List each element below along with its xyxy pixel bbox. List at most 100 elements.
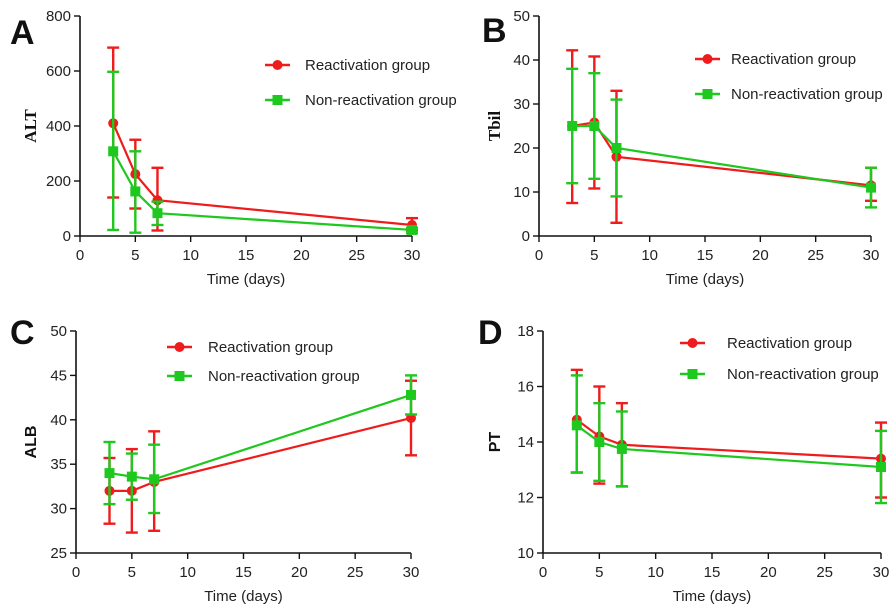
x-tick-label: 20 [293, 247, 310, 264]
x-tick-label: 10 [179, 564, 196, 581]
x-tick-label: 15 [238, 247, 255, 264]
x-tick-label: 5 [128, 564, 136, 581]
series-reactivation [571, 370, 887, 498]
x-tick-label: 30 [404, 247, 421, 264]
x-tick-label: 0 [72, 564, 80, 581]
data-point [105, 468, 115, 478]
x-tick-label: 30 [403, 564, 420, 581]
legend-label: Non-reactivation group [208, 368, 360, 385]
y-tick-label: 45 [50, 367, 67, 384]
data-point [152, 208, 162, 218]
x-axis-label: Time (days) [204, 588, 283, 605]
x-tick-label: 30 [863, 247, 880, 264]
series-reactivation [104, 381, 418, 533]
panel-letter: D [478, 314, 503, 352]
data-point [876, 462, 886, 472]
panel-c: C 0 5 10 15 20 25 30 25 30 35 40 45 50 Time (days) ALB R… [10, 314, 419, 605]
data-point [149, 474, 159, 484]
x-tick-label: 5 [131, 247, 139, 264]
x-axis-label: Time (days) [207, 271, 286, 288]
data-point [594, 437, 604, 447]
data-point [572, 420, 582, 430]
panel-a: A 0 5 10 15 20 25 30 0 200 400 600 800 Time (days) ALT… [10, 8, 457, 288]
legend-label: Reactivation group [731, 51, 856, 68]
x-tick-label: 0 [76, 247, 84, 264]
x-tick-label: 15 [235, 564, 252, 581]
y-tick-label: 12 [517, 490, 534, 507]
x-tick-label: 30 [873, 564, 890, 581]
y-tick-label: 25 [50, 545, 67, 562]
legend-label: Reactivation group [208, 339, 333, 356]
y-tick-label: 16 [517, 379, 534, 396]
x-tick-label: 25 [807, 247, 824, 264]
legend-marker [273, 60, 283, 70]
legend-marker [175, 371, 185, 381]
legend-label: Non-reactivation group [731, 86, 883, 103]
x-tick-label: 10 [641, 247, 658, 264]
legend-marker [688, 369, 698, 379]
legend-label: Reactivation group [727, 335, 852, 352]
data-point [617, 444, 627, 454]
x-tick-label: 10 [182, 247, 199, 264]
y-tick-label: 0 [522, 228, 530, 245]
x-tick-label: 20 [752, 247, 769, 264]
y-tick-label: 18 [517, 323, 534, 340]
y-tick-label: 14 [517, 434, 534, 451]
y-tick-label: 50 [50, 323, 67, 340]
y-tick-label: 600 [46, 63, 71, 80]
legend: Reactivation group Non-reactivation group [167, 339, 360, 385]
y-tick-label: 40 [50, 412, 67, 429]
panel-b: B 0 5 10 15 20 25 30 0 10 20 30 40 50 Time (days) Tbil R… [482, 8, 883, 288]
y-tick-label: 800 [46, 8, 71, 25]
series-reactivation [107, 48, 418, 231]
y-tick-label: 200 [46, 173, 71, 190]
legend-marker [703, 89, 713, 99]
y-axis-label: Tbil [485, 111, 504, 142]
y-axis-label: ALB [23, 426, 40, 459]
data-point [406, 390, 416, 400]
legend-marker [175, 342, 185, 352]
data-point [130, 186, 140, 196]
x-tick-label: 20 [291, 564, 308, 581]
x-axis-label: Time (days) [673, 588, 752, 605]
y-tick-label: 35 [50, 456, 67, 473]
y-tick-label: 400 [46, 118, 71, 135]
y-tick-label: 30 [50, 501, 67, 518]
legend: Reactivation group Non-reactivation group [680, 335, 879, 383]
legend: Reactivation group Non-reactivation group [695, 51, 883, 103]
panel-letter: A [10, 14, 35, 52]
data-point [108, 146, 118, 156]
legend-marker [688, 338, 698, 348]
legend-marker [273, 95, 283, 105]
legend-label: Non-reactivation group [305, 92, 457, 109]
data-point [611, 143, 621, 153]
x-tick-label: 15 [697, 247, 714, 264]
data-point [407, 225, 417, 235]
y-tick-label: 10 [517, 545, 534, 562]
x-tick-label: 25 [347, 564, 364, 581]
legend: Reactivation group Non-reactivation group [265, 57, 457, 109]
y-tick-label: 20 [513, 140, 530, 157]
series-non-reactivation [104, 375, 418, 513]
x-axis-label: Time (days) [666, 271, 745, 288]
x-tick-label: 0 [535, 247, 543, 264]
x-tick-label: 5 [590, 247, 598, 264]
y-axis-label: ALT [21, 109, 40, 143]
legend-marker [703, 54, 713, 64]
y-tick-label: 0 [63, 228, 71, 245]
legend-label: Non-reactivation group [727, 366, 879, 383]
panel-letter: B [482, 12, 507, 50]
data-point [567, 121, 577, 131]
x-tick-label: 15 [704, 564, 721, 581]
data-point [589, 121, 599, 131]
x-tick-label: 0 [539, 564, 547, 581]
data-point [866, 183, 876, 193]
panel-letter: C [10, 314, 35, 352]
y-tick-label: 10 [513, 184, 530, 201]
y-tick-label: 40 [513, 52, 530, 69]
y-axis-label: PT [487, 432, 504, 453]
panel-d: D 0 5 10 15 20 25 30 10 12 14 16 18 Time (days) PT Reac… [478, 314, 889, 605]
x-tick-label: 25 [816, 564, 833, 581]
data-point [127, 472, 137, 482]
